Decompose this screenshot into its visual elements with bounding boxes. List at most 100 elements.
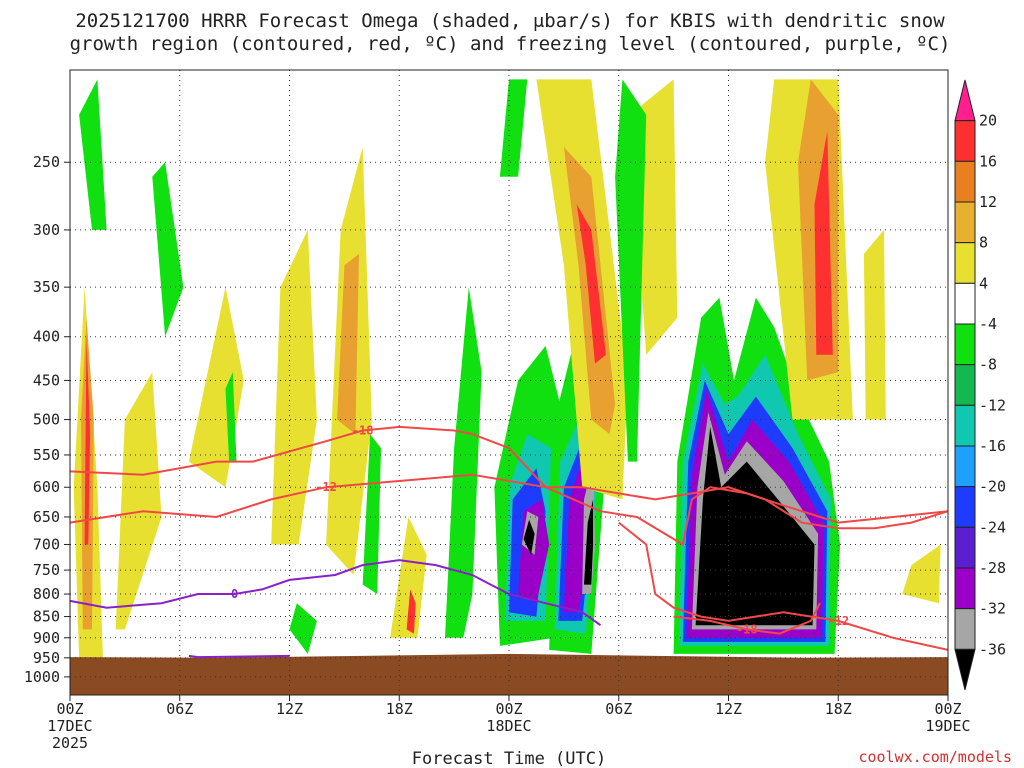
y-tick-label: 400 (33, 328, 60, 346)
colorbar-segment (954, 445, 976, 488)
colorbar-label: -12 (979, 396, 1006, 414)
colorbar-label: -36 (979, 640, 1006, 658)
dgz-contour-lower-minus12-label: -12 (827, 614, 849, 628)
colorbar-segment (954, 486, 976, 528)
ground-fill (70, 653, 948, 695)
colorbar-segment (954, 242, 976, 284)
omega-region-red (84, 336, 91, 545)
y-tick-label: 250 (33, 153, 60, 171)
colorbar-segment (954, 364, 976, 406)
omega-region-black (584, 499, 594, 585)
colorbar-segment (954, 282, 976, 325)
x-tick-label: 00Z (56, 700, 83, 718)
dgz-contour-minus18-label: -18 (352, 424, 374, 438)
plot-area: -18 -12 -12 -18 0 (69, 69, 949, 696)
omega-region-yellow (271, 229, 317, 545)
colorbar-label: 20 (979, 112, 997, 130)
dgz-contour-minus18 (69, 425, 949, 530)
colorbar-segment (954, 567, 976, 610)
colorbar-segment (954, 160, 976, 203)
colorbar-label: -8 (979, 356, 997, 374)
y-tick-label: 650 (33, 508, 60, 526)
colorbar-label: -24 (979, 518, 1006, 536)
x-tick-year: 2025 (52, 734, 88, 752)
y-tick-label: 300 (33, 221, 60, 239)
y-tick-label: 900 (33, 629, 60, 647)
x-tick-label: 18Z (386, 700, 413, 718)
x-tick-label: 00Z (495, 700, 522, 718)
y-tick-label: 700 (33, 535, 60, 553)
omega-region-green (499, 79, 528, 177)
omega-region-green (289, 603, 317, 654)
omega-region-green (445, 287, 482, 638)
omega-region-green (362, 434, 381, 594)
y-axis-ticks: 250 300 350 400 450 500 550 600 650 700 750 800 850 9… (24, 153, 70, 686)
colorbar-segment (954, 608, 976, 650)
colorbar-top-arrow (954, 79, 976, 122)
y-tick-label: 950 (33, 649, 60, 667)
x-tick-label: 00Z (934, 700, 961, 718)
x-tick-label: 06Z (605, 700, 632, 718)
y-tick-label: 450 (33, 371, 60, 389)
x-tick-label: 06Z (166, 700, 193, 718)
y-tick-label: 550 (33, 446, 60, 464)
grid-lines (70, 70, 948, 695)
chart-title-line1: 2025121700 HRRR Forecast Omega (shaded, … (75, 10, 945, 32)
omega-region-orange (337, 253, 359, 435)
omega-region-red (814, 131, 833, 355)
x-tick-label: 12Z (276, 700, 303, 718)
omega-region-yellow (902, 544, 941, 604)
colorbar-label: -16 (979, 437, 1006, 455)
omega-region-yellow (863, 229, 886, 420)
ground-surface (70, 653, 948, 695)
colorbar-segment (954, 404, 976, 447)
x-tick-date: 18DEC (486, 717, 531, 735)
omega-region-red (406, 589, 416, 634)
freezing-level-small (188, 654, 290, 659)
dgz-contour-minus12 (69, 473, 949, 547)
y-tick-label: 500 (33, 411, 60, 429)
contours: -18 -12 -12 -18 0 (69, 424, 949, 659)
colorbar-segment (954, 201, 976, 244)
y-tick-label: 800 (33, 585, 60, 603)
omega-shading (73, 79, 941, 658)
colorbar-label: -20 (979, 478, 1006, 496)
colorbar-label: 4 (979, 274, 988, 292)
colorbar-segment (954, 323, 976, 366)
freezing-level-contour (69, 559, 602, 627)
colorbar-segment (954, 526, 976, 569)
colorbar-bottom-arrow (954, 648, 976, 691)
x-axis-label: Forecast Time (UTC) (412, 749, 606, 768)
y-tick-label: 600 (33, 478, 60, 496)
colorbar-segment (954, 120, 976, 162)
omega-region-yellow (115, 372, 162, 630)
colorbar-label: 8 (979, 234, 988, 252)
dgz-contour-lower-minus12 (618, 521, 949, 651)
colorbar-label: 12 (979, 193, 997, 211)
omega-region-black (523, 519, 535, 555)
omega-region-green (615, 79, 647, 462)
credit-text: coolwx.com/models (858, 748, 1012, 766)
colorbar-label: -4 (979, 315, 997, 333)
colorbar-label: -32 (979, 600, 1006, 618)
x-tick-label: 18Z (825, 700, 852, 718)
x-tick-date: 19DEC (925, 717, 970, 735)
omega-region-green (225, 372, 237, 462)
omega-region-red (576, 204, 606, 364)
y-tick-label: 350 (33, 278, 60, 296)
x-tick-date: 17DEC (47, 717, 92, 735)
chart-title-line2: growth region (contoured, red, ºC) and f… (70, 33, 951, 55)
omega-region-green (152, 162, 184, 337)
dgz-contour-lower-minus18-label: -18 (736, 622, 758, 636)
y-tick-label: 1000 (24, 668, 60, 686)
freezing-level-contour-label: 0 (231, 587, 238, 601)
omega-region-black (695, 426, 815, 626)
dgz-contour-minus12-label: -12 (315, 480, 337, 494)
x-tick-label: 12Z (715, 700, 742, 718)
y-tick-label: 850 (33, 608, 60, 626)
y-tick-label: 750 (33, 561, 60, 579)
colorbar-label: 16 (979, 152, 997, 170)
colorbar-label: -28 (979, 559, 1006, 577)
